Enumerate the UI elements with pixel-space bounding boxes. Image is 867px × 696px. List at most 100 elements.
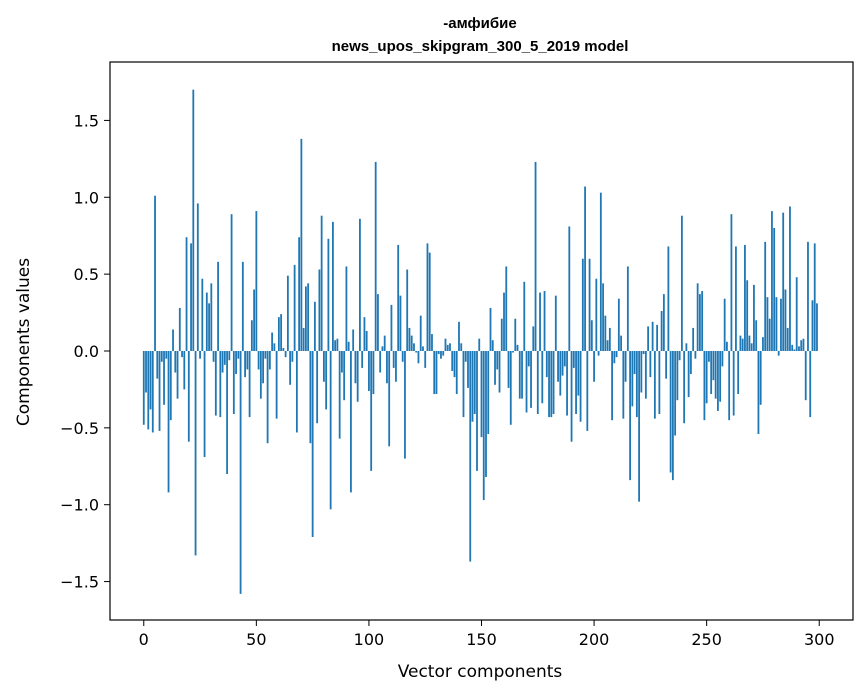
- bar: [431, 334, 433, 351]
- bar: [710, 350, 713, 395]
- bar: [401, 350, 404, 362]
- bar: [500, 318, 503, 351]
- bar: [789, 206, 791, 351]
- bar: [784, 289, 787, 351]
- bar: [181, 350, 183, 358]
- bar: [703, 350, 706, 421]
- y-tick-label: 1.0: [74, 188, 99, 207]
- bar: [782, 212, 785, 351]
- bar: [160, 350, 163, 362]
- bar: [613, 350, 616, 364]
- bar: [624, 350, 627, 382]
- bar: [379, 350, 382, 373]
- bar: [289, 350, 292, 385]
- bar: [467, 350, 469, 388]
- bar: [392, 350, 395, 368]
- bar: [804, 350, 807, 401]
- bar: [201, 278, 204, 351]
- bar: [347, 341, 350, 351]
- bar: [334, 340, 337, 351]
- bar-series: [142, 89, 818, 594]
- bar: [192, 89, 195, 351]
- bar: [327, 238, 330, 351]
- bar: [471, 350, 474, 422]
- bar: [545, 350, 548, 378]
- bar: [255, 211, 258, 351]
- bar: [550, 350, 553, 418]
- bar: [156, 350, 159, 379]
- bar: [210, 283, 213, 351]
- bar: [453, 350, 456, 378]
- bar: [410, 335, 413, 351]
- bar: [816, 303, 818, 351]
- bar: [275, 350, 278, 419]
- bar: [354, 350, 357, 384]
- x-tick-label: 150: [466, 630, 497, 649]
- bar: [647, 326, 650, 351]
- bar: [579, 350, 582, 422]
- bar: [683, 350, 686, 424]
- x-tick-label: 50: [246, 630, 266, 649]
- bar: [780, 298, 782, 351]
- bar: [462, 350, 465, 418]
- bar: [708, 350, 710, 362]
- bar: [147, 350, 150, 430]
- bar: [608, 327, 611, 351]
- bar: [345, 266, 348, 351]
- bar: [264, 350, 267, 359]
- bar: [318, 269, 321, 351]
- bar: [721, 350, 724, 367]
- bar: [325, 350, 328, 410]
- bar: [298, 237, 301, 351]
- y-tick-label: −0.5: [60, 419, 99, 438]
- bar: [300, 138, 303, 351]
- bar: [615, 350, 618, 358]
- bar: [446, 344, 449, 351]
- bar: [286, 275, 289, 351]
- bar: [417, 350, 420, 364]
- bar: [728, 350, 731, 421]
- bar: [590, 320, 593, 351]
- bar: [145, 350, 147, 393]
- bar: [307, 283, 310, 351]
- bar: [577, 350, 580, 396]
- bar: [705, 350, 708, 404]
- bar: [541, 350, 544, 404]
- x-axis-ticks: 0 50 100 150 200 250 300: [139, 620, 835, 649]
- bar: [183, 350, 186, 390]
- bar: [656, 324, 659, 351]
- bar: [748, 335, 751, 351]
- y-tick-label: 0.5: [74, 265, 99, 284]
- bar: [534, 161, 537, 351]
- bar: [798, 346, 800, 351]
- bar: [408, 327, 411, 351]
- bar: [746, 280, 749, 351]
- bar: [617, 298, 620, 351]
- bar: [509, 350, 512, 425]
- bar: [714, 350, 717, 399]
- bar: [762, 337, 764, 351]
- bar: [214, 350, 217, 416]
- bar: [219, 350, 222, 418]
- bar: [341, 350, 343, 373]
- bar: [602, 283, 604, 351]
- bar: [696, 283, 699, 351]
- bar: [235, 350, 237, 375]
- bar: [241, 261, 244, 351]
- bar: [575, 350, 577, 415]
- bar: [572, 350, 575, 368]
- bar: [169, 350, 172, 421]
- bar: [491, 340, 494, 351]
- bar: [232, 350, 235, 415]
- x-tick-label: 200: [579, 630, 610, 649]
- bar: [277, 317, 280, 351]
- bar: [680, 215, 683, 351]
- bar: [302, 327, 305, 351]
- bar: [455, 350, 458, 395]
- bar: [523, 281, 526, 351]
- bar: [642, 350, 645, 355]
- bar: [322, 350, 325, 382]
- bar: [795, 277, 798, 351]
- bar: [343, 350, 346, 401]
- bar: [230, 214, 233, 351]
